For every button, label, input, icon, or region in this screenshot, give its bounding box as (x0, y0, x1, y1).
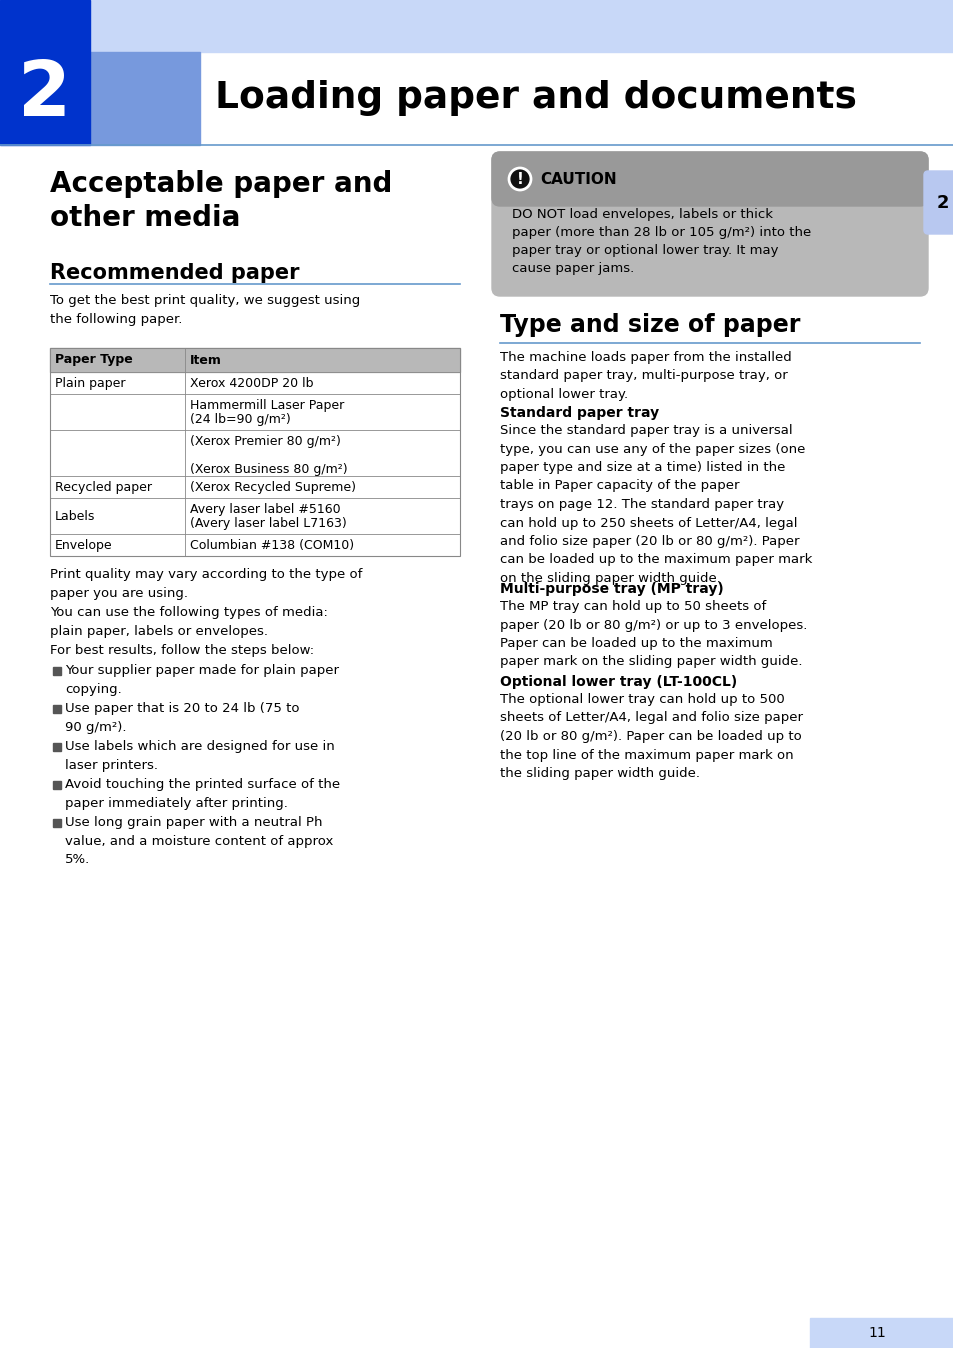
Text: Print quality may vary according to the type of
paper you are using.: Print quality may vary according to the … (50, 568, 362, 600)
Text: The MP tray can hold up to 50 sheets of
paper (20 lb or 80 g/m²) or up to 3 enve: The MP tray can hold up to 50 sheets of … (499, 600, 806, 669)
Text: Standard paper tray: Standard paper tray (499, 406, 659, 421)
Text: 11: 11 (867, 1326, 885, 1340)
Text: 2: 2 (18, 58, 71, 132)
Text: Acceptable paper and
other media: Acceptable paper and other media (50, 170, 392, 232)
Text: Use paper that is 20 to 24 lb (75 to
90 g/m²).: Use paper that is 20 to 24 lb (75 to 90 … (65, 702, 299, 733)
Text: Use labels which are designed for use in
laser printers.: Use labels which are designed for use in… (65, 740, 335, 771)
Text: Loading paper and documents: Loading paper and documents (214, 80, 856, 116)
Bar (53, 820, 61, 828)
Text: Multi-purpose tray (MP tray): Multi-purpose tray (MP tray) (499, 582, 723, 596)
Text: The machine loads paper from the installed
standard paper tray, multi-purpose tr: The machine loads paper from the install… (499, 350, 791, 400)
Text: Use long grain paper with a neutral Ph
value, and a moisture content of approx
5: Use long grain paper with a neutral Ph v… (65, 816, 333, 865)
Text: Paper Type: Paper Type (55, 353, 132, 367)
Text: Envelope: Envelope (55, 538, 112, 551)
Bar (53, 743, 61, 751)
Text: Avoid touching the printed surface of the
paper immediately after printing.: Avoid touching the printed surface of th… (65, 778, 340, 810)
Bar (90, 53, 200, 146)
Text: Optional lower tray (LT-100CL): Optional lower tray (LT-100CL) (499, 675, 737, 689)
Bar (53, 705, 61, 713)
Text: (24 lb=90 g/m²): (24 lb=90 g/m²) (190, 412, 291, 426)
FancyBboxPatch shape (492, 152, 927, 297)
Text: (Avery laser label L7163): (Avery laser label L7163) (190, 518, 346, 530)
Bar (53, 667, 61, 675)
Text: Your supplier paper made for plain paper
copying.: Your supplier paper made for plain paper… (65, 665, 338, 696)
Bar (50, 348, 459, 372)
Text: 2: 2 (936, 194, 948, 212)
Text: Since the standard paper tray is a universal
type, you can use any of the paper : Since the standard paper tray is a unive… (499, 425, 812, 585)
Text: (Xerox Business 80 g/m²): (Xerox Business 80 g/m²) (190, 462, 347, 476)
Text: Xerox 4200DP 20 lb: Xerox 4200DP 20 lb (190, 377, 314, 390)
Text: Avery laser label #5160: Avery laser label #5160 (190, 503, 340, 516)
Text: CAUTION: CAUTION (539, 171, 616, 186)
Text: Hammermill Laser Paper: Hammermill Laser Paper (190, 399, 344, 412)
Text: For best results, follow the steps below:: For best results, follow the steps below… (50, 644, 314, 656)
Text: !: ! (516, 171, 523, 186)
Text: To get the best print quality, we suggest using
the following paper.: To get the best print quality, we sugges… (50, 294, 360, 325)
Bar (0, 0, 90, 146)
FancyBboxPatch shape (923, 171, 953, 235)
Bar (0, 0, 953, 53)
Text: The optional lower tray can hold up to 500
sheets of Letter/A4, legal and folio : The optional lower tray can hold up to 5… (499, 693, 802, 780)
Text: Plain paper: Plain paper (55, 376, 126, 390)
Text: Recycled paper: Recycled paper (55, 480, 152, 493)
Text: Columbian #138 (COM10): Columbian #138 (COM10) (190, 539, 354, 551)
FancyBboxPatch shape (492, 152, 927, 206)
Bar (50, 348, 459, 555)
Text: Recommended paper: Recommended paper (50, 263, 299, 283)
Text: DO NOT load envelopes, labels or thick
paper (more than 28 lb or 105 g/m²) into : DO NOT load envelopes, labels or thick p… (512, 208, 810, 275)
Text: (Xerox Recycled Supreme): (Xerox Recycled Supreme) (190, 481, 355, 493)
Bar (809, 1318, 953, 1348)
Circle shape (509, 168, 531, 190)
Text: Labels: Labels (55, 510, 95, 523)
Text: Item: Item (190, 353, 222, 367)
Bar (53, 780, 61, 789)
Text: (Xerox Premier 80 g/m²): (Xerox Premier 80 g/m²) (190, 435, 340, 448)
Text: Type and size of paper: Type and size of paper (499, 313, 800, 337)
Text: You can use the following types of media:
plain paper, labels or envelopes.: You can use the following types of media… (50, 607, 328, 638)
